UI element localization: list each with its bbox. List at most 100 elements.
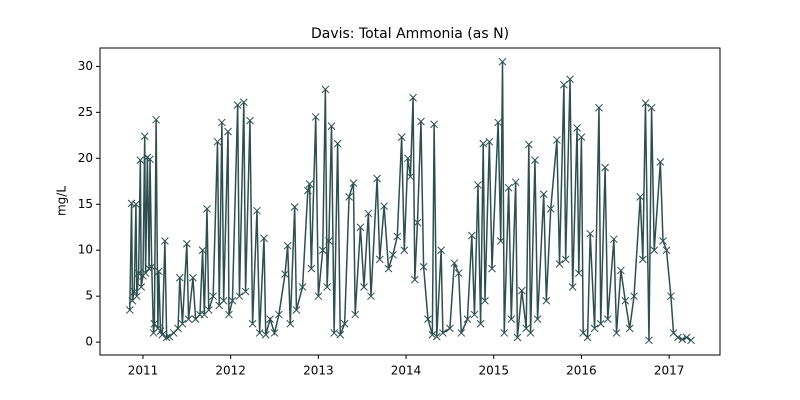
data-marker bbox=[137, 283, 146, 291]
x-tick-label: 2015 bbox=[478, 364, 509, 378]
data-marker bbox=[189, 273, 197, 282]
data-marker bbox=[224, 127, 232, 136]
data-marker bbox=[152, 115, 160, 124]
data-marker bbox=[305, 180, 314, 188]
data-marker bbox=[255, 329, 264, 337]
data-marker bbox=[662, 246, 671, 255]
data-marker bbox=[219, 296, 228, 305]
data-marker bbox=[228, 296, 237, 305]
data-marker bbox=[638, 255, 647, 264]
data-marker bbox=[555, 260, 564, 268]
data-marker bbox=[476, 319, 485, 328]
data-marker bbox=[397, 133, 406, 142]
data-marker bbox=[498, 57, 507, 66]
data-marker bbox=[533, 315, 542, 324]
data-marker bbox=[424, 315, 432, 324]
data-marker bbox=[488, 264, 496, 273]
data-marker bbox=[384, 264, 393, 273]
data-marker bbox=[621, 296, 630, 305]
data-marker bbox=[203, 204, 211, 213]
data-marker bbox=[281, 270, 289, 278]
data-marker bbox=[507, 315, 516, 324]
data-marker bbox=[260, 234, 268, 243]
data-marker bbox=[233, 101, 242, 109]
data-marker bbox=[266, 315, 274, 324]
data-marker bbox=[154, 267, 163, 276]
data-marker bbox=[132, 200, 140, 209]
data-marker bbox=[261, 330, 270, 339]
data-marker bbox=[286, 319, 295, 328]
data-marker bbox=[413, 218, 422, 227]
data-marker bbox=[566, 75, 574, 84]
data-marker bbox=[161, 237, 169, 245]
data-marker bbox=[150, 319, 159, 328]
data-marker bbox=[583, 333, 592, 342]
data-marker bbox=[373, 174, 381, 183]
data-marker bbox=[553, 136, 561, 144]
data-marker bbox=[303, 186, 312, 195]
data-marker bbox=[248, 319, 257, 328]
data-marker bbox=[298, 283, 307, 291]
data-marker bbox=[517, 286, 526, 295]
x-tick-label: 2017 bbox=[654, 364, 685, 378]
data-marker bbox=[601, 163, 609, 172]
data-marker bbox=[336, 330, 345, 339]
data-marker bbox=[439, 329, 447, 337]
data-marker bbox=[513, 333, 522, 342]
data-line bbox=[129, 61, 692, 341]
data-marker bbox=[406, 172, 415, 181]
data-marker bbox=[333, 139, 342, 148]
data-marker bbox=[561, 255, 570, 264]
data-marker bbox=[375, 255, 384, 264]
data-marker bbox=[323, 283, 331, 291]
data-marker bbox=[198, 246, 207, 255]
data-marker bbox=[656, 158, 665, 166]
plot-frame bbox=[99, 47, 721, 356]
data-marker bbox=[603, 315, 612, 324]
data-marker bbox=[474, 181, 482, 189]
data-marker bbox=[573, 124, 581, 132]
y-tick-label: 25 bbox=[78, 105, 93, 119]
data-marker bbox=[636, 193, 645, 201]
data-marker bbox=[318, 246, 327, 255]
data-marker bbox=[360, 283, 368, 291]
data-marker bbox=[270, 329, 279, 337]
data-marker bbox=[364, 209, 373, 218]
y-tick-label: 5 bbox=[85, 289, 93, 303]
data-marker bbox=[446, 324, 454, 333]
data-marker bbox=[596, 319, 605, 328]
data-marker bbox=[389, 250, 397, 259]
data-marker bbox=[430, 120, 438, 129]
data-marker bbox=[162, 333, 171, 342]
data-marker bbox=[403, 154, 412, 163]
data-marker bbox=[481, 296, 489, 305]
data-marker bbox=[524, 140, 533, 149]
data-marker bbox=[246, 116, 254, 125]
data-marker bbox=[546, 204, 555, 213]
data-marker bbox=[419, 262, 428, 271]
data-marker bbox=[253, 206, 261, 215]
data-marker bbox=[470, 310, 479, 319]
data-marker bbox=[225, 310, 233, 319]
x-tick-label: 2011 bbox=[128, 364, 159, 378]
data-marker bbox=[647, 103, 656, 112]
data-marker bbox=[283, 241, 292, 250]
data-marker bbox=[485, 137, 494, 146]
data-marker bbox=[479, 139, 488, 148]
data-marker bbox=[410, 275, 419, 284]
x-tick-label: 2016 bbox=[566, 364, 597, 378]
data-marker bbox=[132, 292, 141, 301]
data-marker bbox=[617, 266, 625, 275]
data-marker bbox=[463, 315, 472, 324]
data-marker bbox=[175, 273, 184, 282]
data-marker bbox=[147, 262, 156, 271]
data-marker bbox=[393, 232, 402, 241]
data-marker bbox=[659, 237, 667, 245]
data-marker bbox=[380, 202, 388, 210]
data-marker bbox=[457, 329, 466, 337]
data-marker bbox=[678, 335, 687, 344]
data-marker bbox=[432, 332, 441, 341]
data-marker bbox=[345, 193, 353, 201]
data-marker bbox=[467, 231, 476, 240]
